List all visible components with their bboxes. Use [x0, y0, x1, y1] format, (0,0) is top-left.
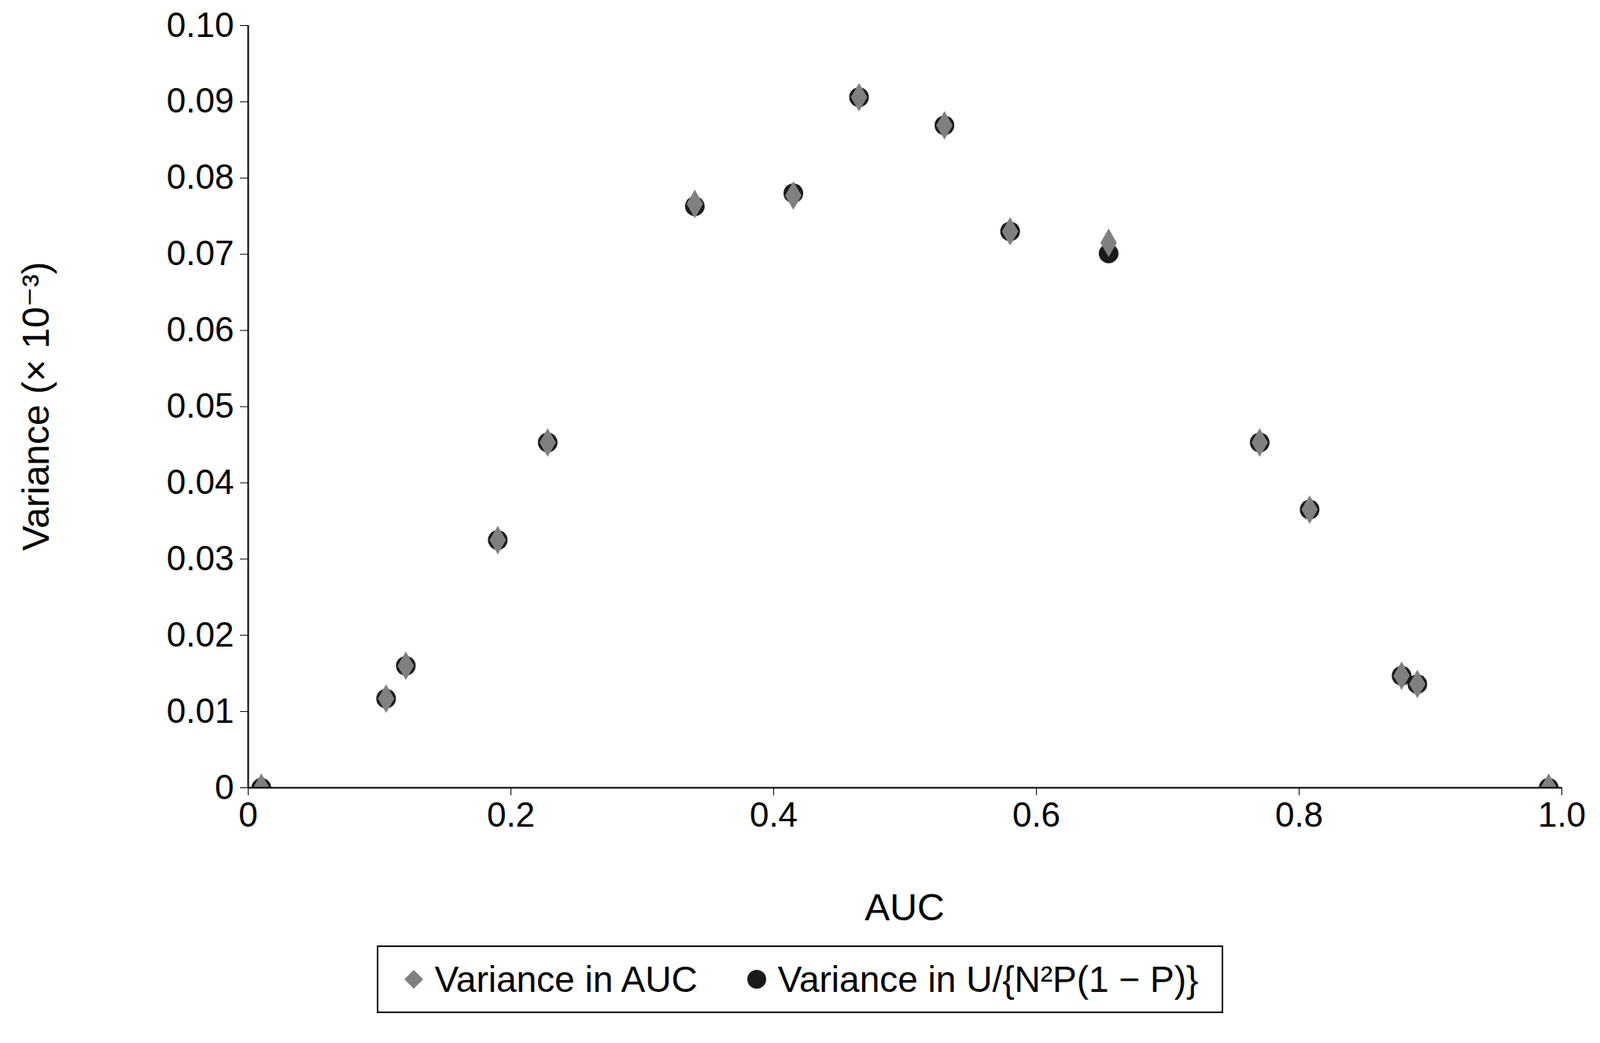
svg-text:1.0: 1.0	[1537, 795, 1586, 834]
svg-text:0.08: 0.08	[166, 157, 235, 196]
svg-text:0.03: 0.03	[166, 538, 235, 578]
svg-text:0.06: 0.06	[166, 309, 235, 349]
svg-text:0.04: 0.04	[166, 462, 235, 502]
svg-text:Variance (× 10⁻³): Variance (× 10⁻³)	[14, 261, 57, 551]
svg-text:0.10: 0.10	[166, 5, 235, 45]
svg-text:0.8: 0.8	[1275, 795, 1324, 834]
svg-text:0.02: 0.02	[166, 615, 235, 654]
svg-text:0.4: 0.4	[749, 795, 798, 834]
svg-text:0.07: 0.07	[166, 233, 235, 273]
html-text:Variance in U/{N²P(1 − P)}: Variance in U/{N²P(1 − P)}	[777, 958, 1199, 1000]
svg-text:0.09: 0.09	[166, 81, 235, 120]
svg-text:0.2: 0.2	[486, 795, 535, 834]
svg-text:0.01: 0.01	[166, 691, 235, 730]
svg-text:0: 0	[214, 767, 234, 807]
svg-text:0.05: 0.05	[166, 386, 235, 425]
svg-text:AUC: AUC	[864, 886, 944, 929]
svg-text:0: 0	[238, 795, 258, 834]
svg-text:0.6: 0.6	[1012, 795, 1061, 834]
html-text:Variance in AUC: Variance in AUC	[434, 958, 698, 1000]
